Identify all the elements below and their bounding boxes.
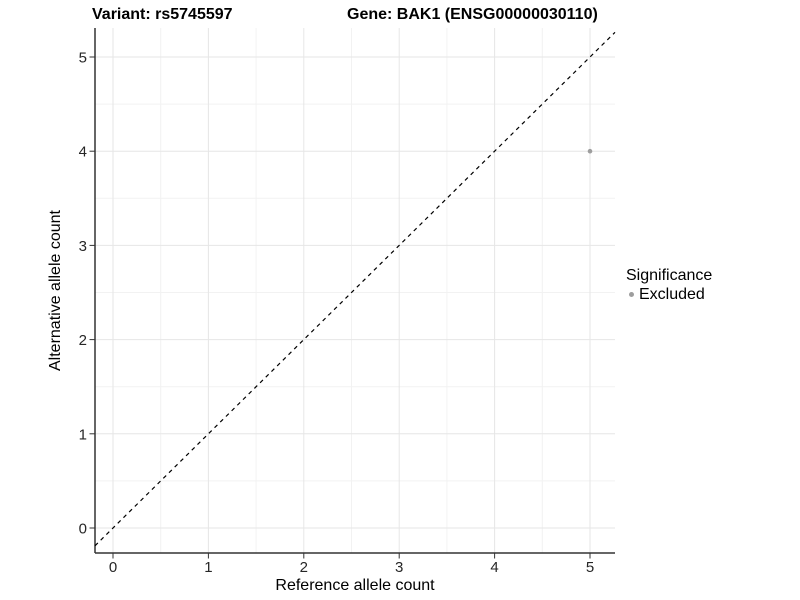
legend-point-icon — [629, 292, 634, 297]
plot-title-gene: Gene: BAK1 (ENSG00000030110) — [347, 6, 598, 23]
x-axis-title: Reference allele count — [275, 577, 435, 594]
y-tick-label: 3 — [79, 238, 87, 255]
x-tick-label: 4 — [490, 559, 498, 576]
plot-title-variant: Variant: rs5745597 — [92, 6, 233, 23]
y-tick-label: 5 — [79, 50, 87, 67]
y-tick-label: 2 — [79, 332, 87, 349]
x-tick-label: 2 — [300, 559, 308, 576]
identity-line — [94, 31, 616, 547]
y-axis-title: Alternative allele count — [47, 209, 64, 371]
legend: Significance Excluded — [626, 266, 712, 304]
y-tick-label: 1 — [79, 426, 87, 443]
legend-item-excluded: Excluded — [626, 285, 712, 304]
x-tick-label: 0 — [109, 559, 117, 576]
y-tick-label: 4 — [79, 144, 87, 161]
x-tick-label: 5 — [586, 559, 594, 576]
y-tick-label: 0 — [79, 521, 87, 538]
legend-title: Significance — [626, 267, 713, 284]
x-tick-label: 1 — [204, 559, 212, 576]
legend-item-label: Excluded — [639, 286, 705, 303]
x-tick-label: 3 — [395, 559, 403, 576]
data-point — [587, 148, 593, 154]
